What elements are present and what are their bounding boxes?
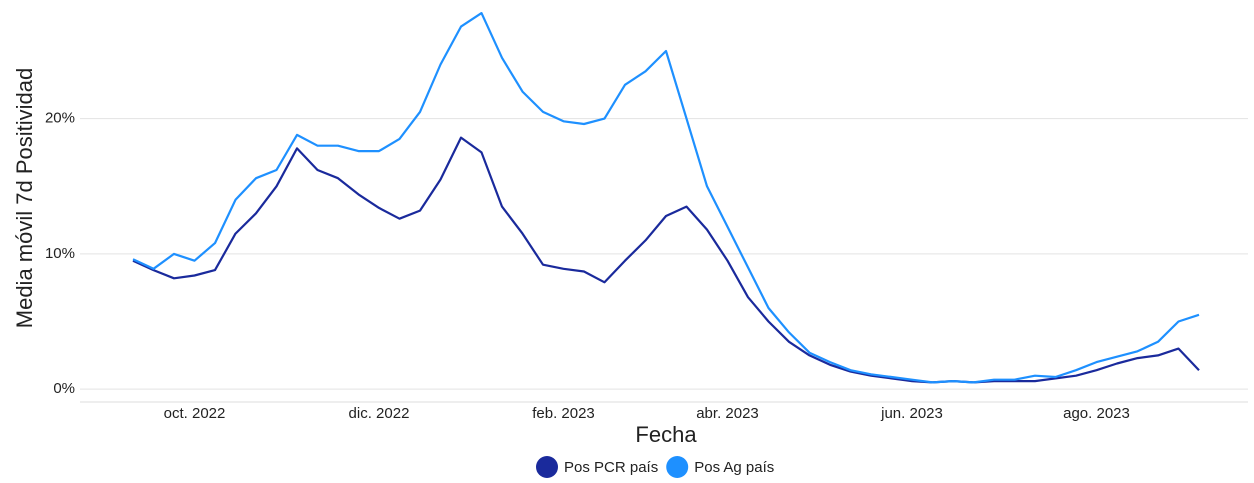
x-tick-label: jun. 2023 — [880, 405, 943, 422]
x-tick-label: abr. 2023 — [696, 405, 759, 422]
x-tick-label: oct. 2022 — [164, 405, 226, 422]
x-tick-label: ago. 2023 — [1063, 405, 1130, 422]
x-tick-label: dic. 2022 — [349, 405, 410, 422]
legend-label: Pos Ag país — [694, 459, 774, 476]
series-line — [132, 12, 1200, 384]
x-tick-label: feb. 2023 — [532, 405, 595, 422]
legend-marker — [536, 456, 558, 478]
legend-label: Pos PCR país — [564, 459, 658, 476]
series-line — [132, 136, 1200, 384]
x-axis-title: Fecha — [635, 422, 697, 447]
y-tick-label: 20% — [45, 110, 75, 127]
legend-marker — [666, 456, 689, 478]
y-tick-label: 10% — [45, 245, 75, 262]
y-axis-title: Media móvil 7d Positividad — [12, 68, 37, 328]
y-tick-label: 0% — [53, 380, 75, 397]
